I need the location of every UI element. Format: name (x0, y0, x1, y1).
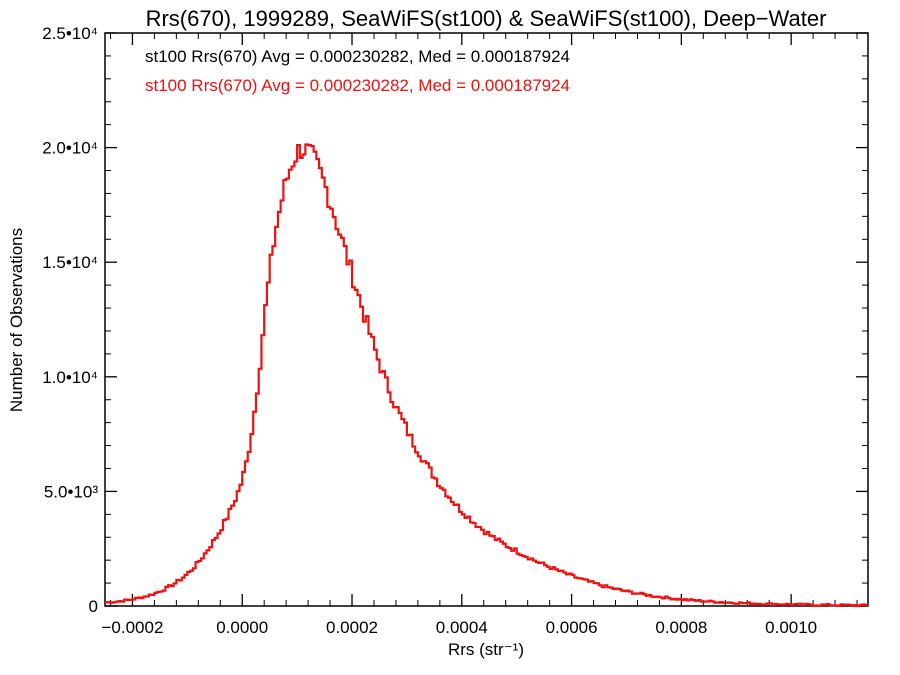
y-tick-label: 1.5•10⁴ (42, 253, 98, 272)
y-tick-label: 0 (89, 597, 98, 616)
plot-frame (104, 32, 869, 607)
x-axis: −0.0002 0.0000 0.0002 0.0004 0.0006 0.0008 0.0… (101, 33, 858, 637)
x-tick-label: 0.0000 (216, 618, 268, 637)
x-tick-label: 0.0006 (546, 618, 598, 637)
x-tick-label: 0.0004 (436, 618, 488, 637)
y-tick-label: 2.0•10⁴ (42, 139, 98, 158)
y-tick-label: 2.5•10⁴ (42, 24, 98, 43)
y-axis-label: Number of Observations (7, 228, 26, 412)
x-tick-label: 0.0002 (326, 618, 378, 637)
x-tick-label: 0.0010 (765, 618, 817, 637)
annotation-line-2: st100 Rrs(670) Avg = 0.000230282, Med = … (145, 76, 570, 95)
annotation-line-1: st100 Rrs(670) Avg = 0.000230282, Med = … (145, 47, 570, 66)
histogram-series-line (105, 143, 868, 608)
x-tick-label: 0.0008 (655, 618, 707, 637)
y-axis: 0 5.0•10³ 1.0•10⁴ 1.5•10⁴ 2.0•10⁴ 2.5•10⁴ (42, 24, 868, 616)
y-tick-label: 5.0•10³ (44, 482, 98, 501)
y-tick-label: 1.0•10⁴ (42, 368, 98, 387)
x-axis-label: Rrs (str⁻¹) (448, 640, 524, 659)
series-layer (105, 143, 868, 608)
x-tick-label: −0.0002 (101, 618, 163, 637)
chart-title: Rrs(670), 1999289, SeaWiFS(st100) & SeaW… (146, 6, 827, 31)
